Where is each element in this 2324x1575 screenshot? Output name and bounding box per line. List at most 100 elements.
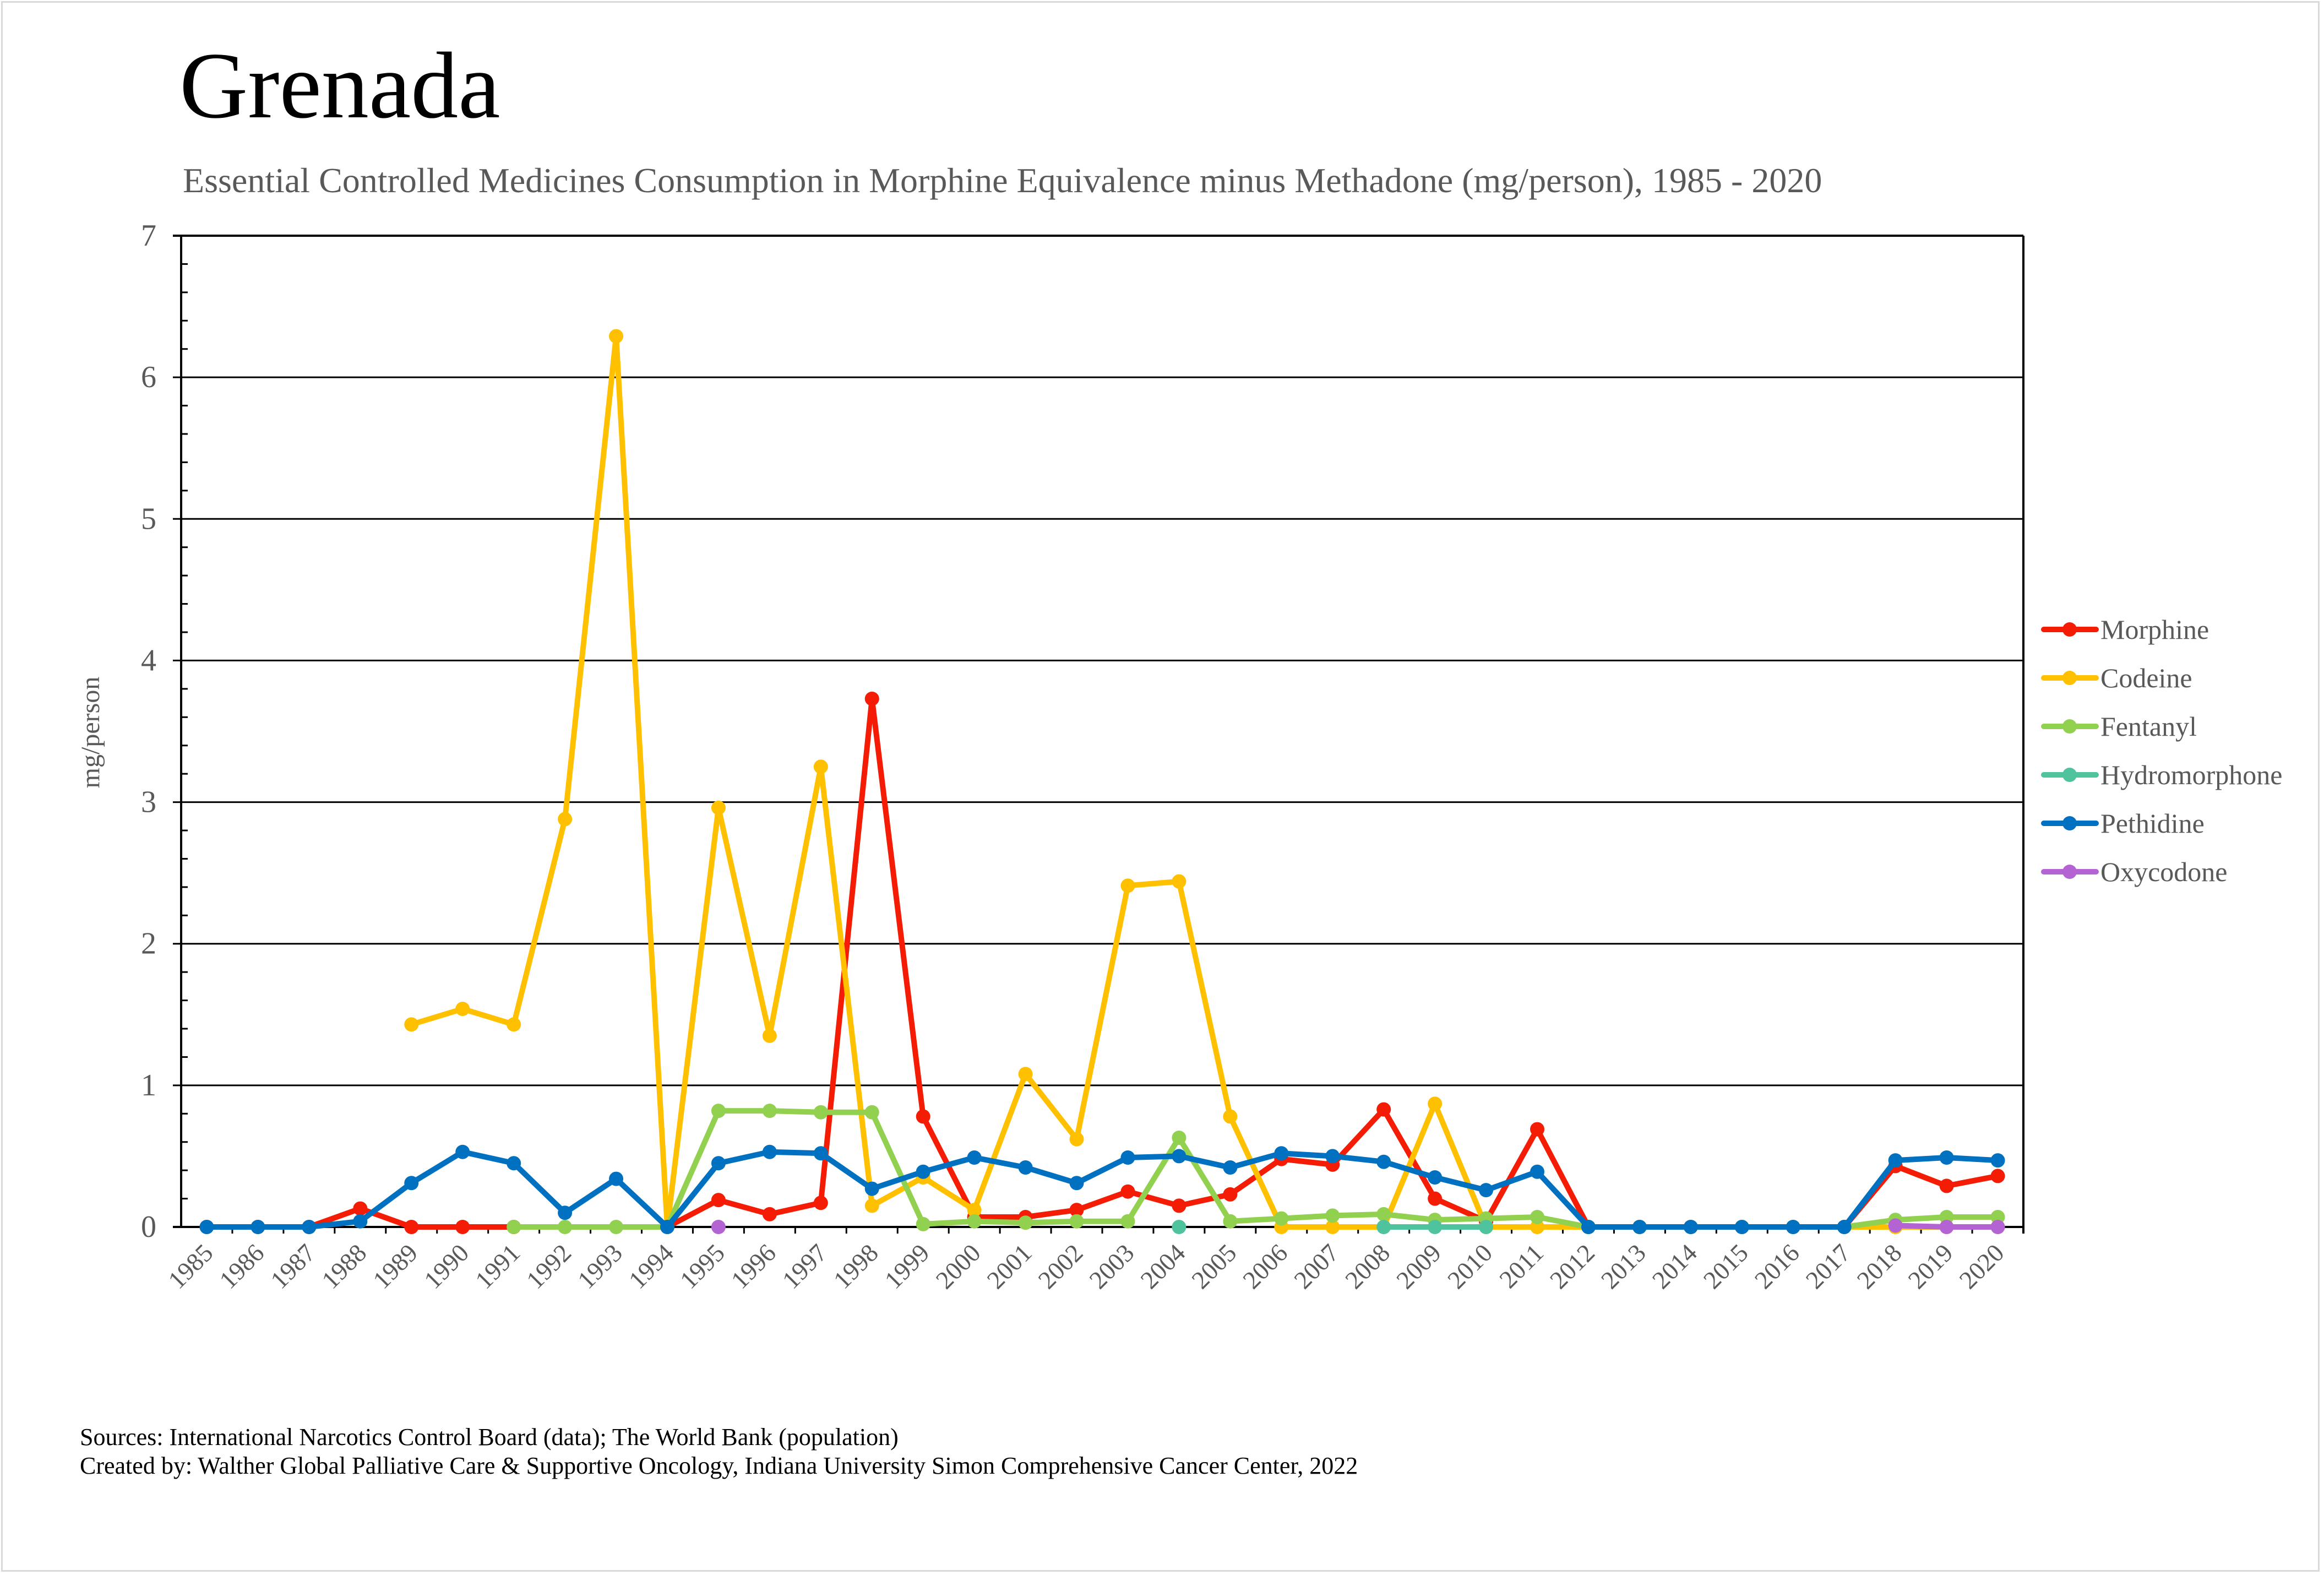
series-segment	[1278, 1213, 1336, 1221]
legend-marker	[2062, 768, 2077, 782]
series-segment	[1074, 1155, 1131, 1186]
series-segment	[715, 1149, 772, 1166]
series-segment	[1227, 1114, 1285, 1230]
data-point	[813, 1146, 828, 1161]
data-point	[1018, 1160, 1033, 1175]
data-point	[507, 1220, 521, 1234]
series-segment	[971, 1155, 1028, 1170]
series-segment	[1330, 1211, 1387, 1219]
series-segment	[1432, 1175, 1489, 1193]
y-tick-label: 3	[141, 785, 156, 819]
gridlines	[173, 235, 2023, 1228]
data-point	[455, 1144, 470, 1159]
data-point	[1376, 1154, 1391, 1169]
x-tick-label: 1996	[726, 1239, 781, 1294]
series-segment	[511, 816, 568, 1028]
series-segment	[715, 1197, 772, 1217]
data-point	[1428, 1170, 1443, 1185]
data-point	[1530, 1164, 1545, 1179]
x-tick-label: 1987	[265, 1239, 320, 1294]
data-point	[1479, 1183, 1494, 1198]
data-point	[1172, 1198, 1187, 1213]
legend-item-fentanyl: Fentanyl	[2041, 711, 2197, 742]
series-segment	[818, 696, 875, 1206]
series-segment	[1227, 1215, 1285, 1224]
y-tick-label: 4	[141, 643, 156, 677]
data-point	[813, 759, 828, 774]
data-point	[1069, 1214, 1084, 1229]
series-segment	[460, 1149, 517, 1166]
data-point	[1376, 1207, 1391, 1221]
series-segment	[1022, 1165, 1080, 1186]
data-point	[609, 329, 624, 344]
series-segment	[1381, 1106, 1438, 1202]
series-segment	[920, 1218, 977, 1227]
data-point	[1069, 1176, 1084, 1191]
x-tick-label: 2008	[1340, 1239, 1395, 1294]
data-point	[1530, 1220, 1545, 1234]
x-tick-label: 2018	[1852, 1239, 1907, 1294]
data-point	[609, 1220, 624, 1234]
data-point	[1376, 1220, 1391, 1234]
series-segment	[869, 1175, 926, 1209]
series-segment	[1892, 1214, 1950, 1223]
data-point	[1734, 1220, 1749, 1234]
series-segment	[1534, 1214, 1591, 1230]
data-point	[1786, 1220, 1800, 1234]
series-segment	[1381, 1159, 1438, 1180]
y-tick-label: 6	[141, 360, 156, 394]
series-segment	[1074, 883, 1131, 1142]
data-point	[864, 691, 879, 706]
data-point	[711, 1220, 726, 1234]
x-tick-label: 2007	[1288, 1239, 1344, 1294]
data-point	[1990, 1169, 2005, 1183]
data-point	[1223, 1187, 1238, 1202]
data-point	[558, 812, 573, 827]
x-tick-label: 1985	[162, 1239, 218, 1294]
data-point	[864, 1198, 879, 1213]
x-tick-label: 1991	[470, 1239, 525, 1294]
data-point	[609, 1171, 624, 1186]
x-tick-label: 1992	[521, 1239, 576, 1294]
data-point	[660, 1220, 674, 1234]
series-segment	[818, 1150, 875, 1192]
data-point	[1018, 1067, 1033, 1082]
x-tick-label: 1995	[674, 1239, 730, 1294]
data-point	[1223, 1214, 1238, 1229]
series-segment	[766, 764, 824, 1039]
x-tick-label: 1986	[214, 1239, 269, 1294]
data-point	[1888, 1153, 1903, 1168]
x-tick-label: 2009	[1391, 1239, 1446, 1294]
x-tick-label: 2019	[1903, 1239, 1958, 1294]
series-segment	[1483, 1214, 1541, 1221]
data-point	[1120, 1184, 1135, 1199]
data-point	[1683, 1220, 1698, 1234]
series-segment	[1483, 1169, 1541, 1193]
data-point	[1223, 1109, 1238, 1124]
series-codeine	[404, 329, 2005, 1234]
data-point	[558, 1220, 573, 1234]
series-segment	[818, 764, 875, 1209]
series-segment	[869, 696, 926, 1120]
series-segment	[1432, 1101, 1489, 1230]
legend-marker	[2062, 865, 2077, 879]
series-segment	[1892, 1223, 1950, 1230]
series-segment	[1022, 1218, 1080, 1226]
x-tick-label: 2020	[1953, 1239, 2009, 1294]
data-point	[1325, 1208, 1340, 1223]
data-point	[199, 1220, 214, 1234]
data-point	[1632, 1220, 1647, 1234]
x-tick-label: 2010	[1442, 1239, 1498, 1294]
y-axis: 0 1 2 3 4 5 6 7	[141, 219, 2024, 1244]
x-tick-label: 2001	[982, 1239, 1037, 1294]
series-segment	[971, 1071, 1028, 1213]
x-tick-label: 2002	[1032, 1239, 1088, 1294]
series-segment	[1176, 1153, 1233, 1170]
data-point	[1172, 1149, 1187, 1164]
x-tick-label: 1993	[572, 1239, 628, 1294]
x-tick-label: 2005	[1186, 1239, 1242, 1294]
data-point	[404, 1220, 419, 1234]
data-point	[762, 1207, 777, 1221]
